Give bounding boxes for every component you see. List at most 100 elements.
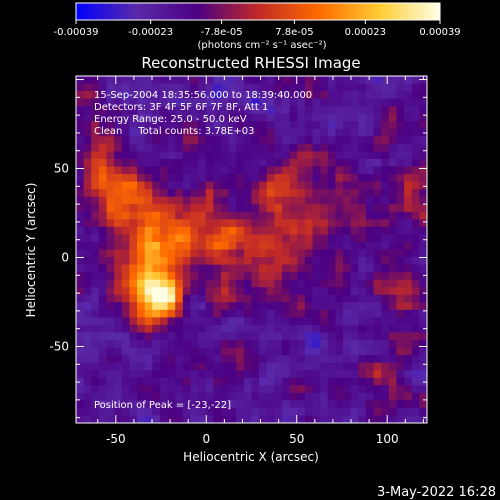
heatmap-cell <box>129 143 138 153</box>
heatmap-cell <box>388 98 398 107</box>
heatmap-cell <box>167 196 176 205</box>
heatmap-cell <box>373 377 382 386</box>
heatmap-cell <box>76 362 85 371</box>
heatmap-cell <box>236 317 245 326</box>
heatmap-cell <box>266 211 275 220</box>
heatmap-cell <box>419 98 427 107</box>
heatmap-cell <box>411 392 420 401</box>
heatmap-cell <box>289 166 298 175</box>
heatmap-cell <box>343 287 352 296</box>
heatmap-cell <box>411 347 420 356</box>
heatmap-cell <box>312 204 321 213</box>
heatmap-cell <box>381 294 390 303</box>
heatmap-cell <box>167 324 176 334</box>
heatmap-cell <box>404 370 413 379</box>
heatmap-cell <box>312 370 321 379</box>
heatmap-cell <box>419 226 427 236</box>
heatmap-cell <box>396 151 405 160</box>
heatmap-cell <box>213 83 222 92</box>
heatmap-cell <box>251 287 260 296</box>
heatmap-cell <box>358 272 367 281</box>
heatmap-cell <box>198 279 207 288</box>
heatmap-cell <box>396 241 405 251</box>
heatmap-cell <box>129 294 138 303</box>
heatmap-cell <box>312 340 321 349</box>
heatmap-cell <box>144 226 153 236</box>
heatmap-cell <box>381 143 390 153</box>
heatmap-cell <box>91 264 100 273</box>
heatmap-cell <box>297 264 306 273</box>
heatmap-cell <box>228 166 237 175</box>
heatmap-cell <box>137 121 146 130</box>
heatmap-cell <box>343 415 352 423</box>
heatmap-cell <box>274 302 283 311</box>
heatmap-cell <box>404 196 413 205</box>
heatmap-cell <box>327 294 337 303</box>
heatmap-cell <box>167 166 176 175</box>
heatmap-cell <box>114 136 123 145</box>
heatmap-cell <box>411 377 420 386</box>
heatmap-cell <box>320 415 329 423</box>
heatmap-cell <box>175 166 184 175</box>
heatmap-cell <box>236 204 245 213</box>
heatmap-cell <box>266 294 275 303</box>
heatmap-cell <box>76 83 85 92</box>
heatmap-cell <box>76 302 85 311</box>
heatmap-cell <box>388 377 398 386</box>
heatmap-cell <box>358 226 367 236</box>
heatmap-cell <box>274 392 283 401</box>
heatmap-cell <box>106 98 115 107</box>
y-tick-label: 50 <box>54 162 69 176</box>
heatmap-cell <box>190 249 199 258</box>
heatmap-cell <box>388 370 398 379</box>
heatmap-cell <box>114 234 123 243</box>
heatmap-cell <box>365 83 375 92</box>
heatmap-cell <box>190 174 199 183</box>
heatmap-cell <box>175 392 184 401</box>
heatmap-cell <box>76 143 85 153</box>
heatmap-cell <box>205 392 214 401</box>
heatmap-cell <box>350 241 359 251</box>
heatmap-cell <box>83 400 92 409</box>
heatmap-cell <box>144 234 153 243</box>
heatmap-cell <box>304 340 314 349</box>
heatmap-cell <box>251 143 260 153</box>
heatmap-cell <box>137 302 146 311</box>
heatmap-cell <box>205 204 214 213</box>
heatmap-cell <box>381 181 390 190</box>
heatmap-cell <box>343 340 352 349</box>
heatmap-cell <box>190 143 199 153</box>
heatmap-cell <box>91 332 100 341</box>
heatmap-cell <box>228 189 237 198</box>
heatmap-cell <box>274 136 283 145</box>
heatmap-cell <box>98 324 108 334</box>
heatmap-cell <box>343 211 352 220</box>
heatmap-cell <box>159 226 169 236</box>
heatmap-cell <box>98 113 108 122</box>
heatmap-cell <box>144 287 153 296</box>
heatmap-cell <box>243 241 253 251</box>
heatmap-cell <box>205 287 214 296</box>
heatmap-cell <box>350 234 359 243</box>
heatmap-cell <box>76 392 85 401</box>
heatmap-cell <box>388 264 398 273</box>
heatmap-cell <box>411 302 420 311</box>
heatmap-cell <box>182 189 192 198</box>
heatmap-cell <box>228 106 237 115</box>
heatmap-cell <box>282 189 291 198</box>
heatmap-cell <box>312 272 321 281</box>
x-tick-label: -50 <box>106 432 126 446</box>
heatmap-cell <box>129 370 138 379</box>
heatmap-cell <box>396 415 405 423</box>
heatmap-cell <box>266 226 275 236</box>
heatmap-cell <box>373 309 382 318</box>
heatmap-cell <box>121 234 131 243</box>
heatmap-cell <box>266 106 275 115</box>
heatmap-cell <box>114 272 123 281</box>
heatmap-cell <box>91 151 100 160</box>
heatmap-cell <box>228 347 237 356</box>
heatmap-cell <box>98 226 108 236</box>
heatmap-cell <box>144 257 153 266</box>
heatmap-cell <box>373 211 382 220</box>
heatmap-cell <box>83 332 92 341</box>
